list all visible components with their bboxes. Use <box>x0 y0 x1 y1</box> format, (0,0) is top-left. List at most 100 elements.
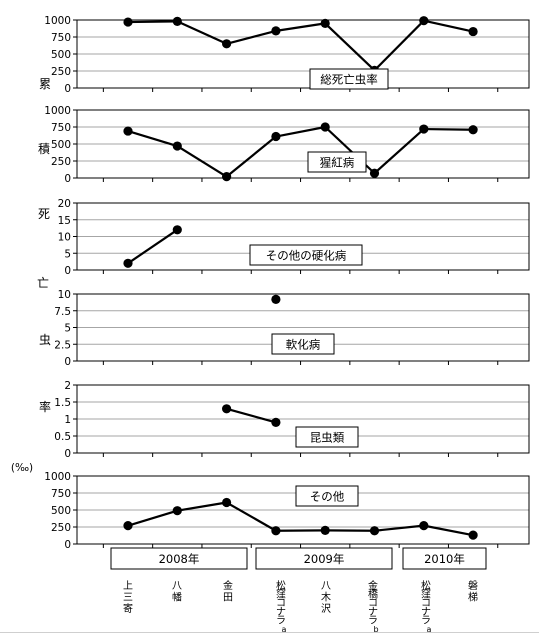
data-point <box>419 16 428 25</box>
site-label-char: 上 <box>123 580 133 592</box>
panel-title: 昆虫類 <box>310 431 345 445</box>
series-line <box>227 409 276 423</box>
series-line <box>375 21 424 71</box>
panel-title: 総死亡虫率 <box>320 73 378 87</box>
data-point <box>173 506 182 515</box>
series-line <box>276 127 325 137</box>
data-point <box>271 132 280 141</box>
panel-title: その他 <box>310 490 345 504</box>
y-axis-label-char: 積 <box>38 141 50 156</box>
y-tick-label: 2.5 <box>54 339 71 351</box>
series-line <box>424 21 473 32</box>
y-tick-label: 500 <box>51 49 71 61</box>
y-tick-label: 0 <box>64 173 71 185</box>
y-axis-unit: (‰) <box>11 462 33 474</box>
y-tick-label: 0 <box>64 356 71 368</box>
data-point <box>123 259 132 268</box>
y-tick-label: 5 <box>64 323 71 335</box>
series-line <box>128 230 177 263</box>
data-point <box>222 172 231 181</box>
data-point <box>271 295 280 304</box>
y-tick-label: 0 <box>64 448 71 460</box>
site-label-char: 梯 <box>468 591 478 604</box>
series-line <box>276 23 325 30</box>
y-tick-label: 0 <box>64 265 71 277</box>
site-label-char: 幡 <box>172 591 182 604</box>
year-group-label: 2010年 <box>424 552 465 566</box>
data-point <box>370 169 379 178</box>
series-line <box>177 503 226 511</box>
data-point <box>469 531 478 540</box>
y-axis-label-char: 累 <box>39 77 51 91</box>
data-point <box>173 17 182 26</box>
y-tick-label: 1 <box>64 414 71 426</box>
data-point <box>271 526 280 535</box>
data-point <box>123 17 132 26</box>
site-label-char: 寄 <box>123 602 133 615</box>
y-tick-label: 750 <box>51 122 71 134</box>
series-line <box>177 21 226 43</box>
year-group-label: 2008年 <box>159 552 200 566</box>
data-point <box>222 498 231 507</box>
y-tick-label: 15 <box>58 215 71 227</box>
y-axis-label-char: 率 <box>39 399 51 414</box>
data-point <box>370 526 379 535</box>
series-line <box>128 21 177 22</box>
data-point <box>271 26 280 35</box>
site-label-char: 木 <box>321 592 331 604</box>
series-line <box>424 129 473 130</box>
y-axis-label-char: 虫 <box>39 333 51 347</box>
data-point <box>123 126 132 135</box>
y-tick-label: 10 <box>58 289 71 301</box>
data-point <box>173 141 182 150</box>
site-label-char: 八 <box>321 581 331 592</box>
bottom-rule <box>0 632 539 633</box>
series-line <box>375 129 424 173</box>
panel-title: 猩紅病 <box>320 156 355 170</box>
y-tick-label: 1.5 <box>54 397 71 409</box>
y-tick-label: 5 <box>64 248 71 260</box>
y-tick-label: 1000 <box>44 471 71 483</box>
y-tick-label: 750 <box>51 488 71 500</box>
y-tick-label: 250 <box>51 156 71 168</box>
y-tick-label: 0 <box>64 83 71 95</box>
y-tick-label: 0 <box>64 539 71 551</box>
y-tick-label: 0.5 <box>54 431 71 443</box>
y-tick-label: 500 <box>51 505 71 517</box>
data-point <box>173 225 182 234</box>
y-tick-label: 750 <box>51 32 71 44</box>
site-label-char: 三 <box>123 593 133 604</box>
data-point <box>469 125 478 134</box>
panel-title: その他の硬化病 <box>266 249 347 263</box>
site-label-char: 八 <box>172 581 182 592</box>
data-point <box>123 521 132 530</box>
site-label-char: 田 <box>223 593 233 604</box>
year-group-label: 2009年 <box>304 552 345 566</box>
y-tick-label: 1000 <box>44 105 71 117</box>
y-axis-label-char: 亡 <box>37 276 49 290</box>
y-tick-label: 250 <box>51 522 71 534</box>
data-point <box>222 404 231 413</box>
data-point <box>321 526 330 535</box>
y-tick-label: 7.5 <box>54 306 71 318</box>
y-tick-label: 10 <box>58 232 71 244</box>
panel-title: 軟化病 <box>286 338 321 352</box>
series-line <box>227 137 276 177</box>
data-point <box>321 19 330 28</box>
series-line <box>375 526 424 531</box>
series-line <box>325 23 374 70</box>
data-point <box>321 122 330 131</box>
data-point <box>419 521 428 530</box>
y-tick-label: 500 <box>51 139 71 151</box>
site-label-char: 金 <box>223 579 233 592</box>
y-axis-label-char: 死 <box>38 207 50 221</box>
y-tick-label: 2 <box>64 380 71 392</box>
data-point <box>271 418 280 427</box>
y-tick-label: 1000 <box>44 15 71 27</box>
data-point <box>419 124 428 133</box>
data-point <box>222 39 231 48</box>
site-label-char: 磐 <box>468 579 478 592</box>
series-line <box>128 511 177 526</box>
